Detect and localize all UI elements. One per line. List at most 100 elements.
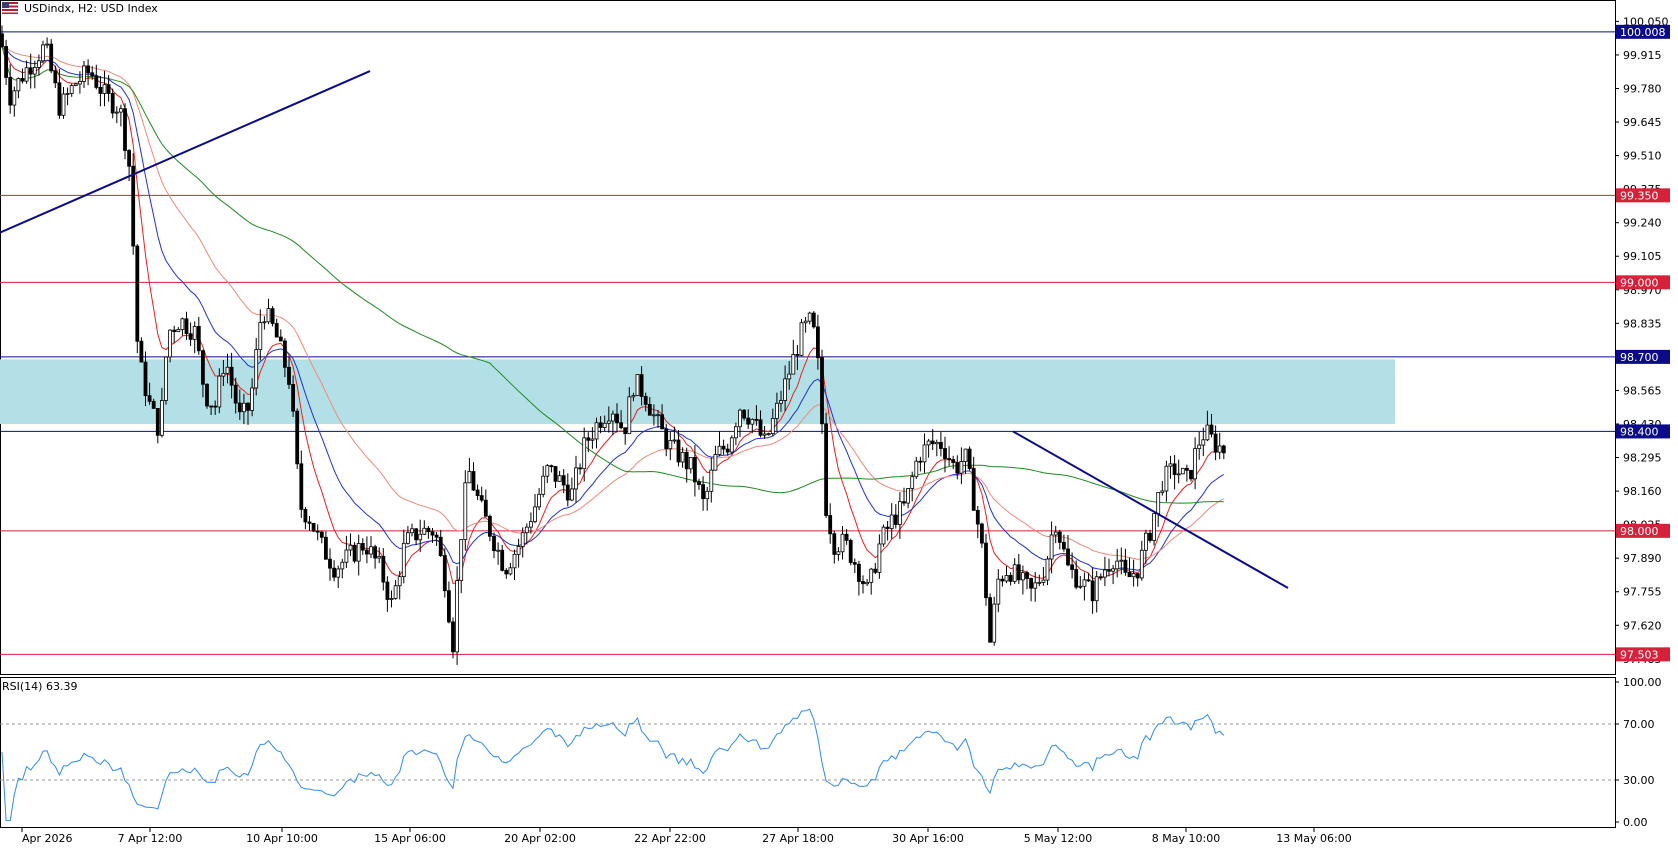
candle xyxy=(94,64,99,90)
candle-body xyxy=(315,530,320,533)
candle-body xyxy=(16,78,21,92)
candle xyxy=(647,397,652,416)
time-tick-label: 27 Apr 18:00 xyxy=(762,832,834,845)
candle-body xyxy=(1217,445,1222,453)
candle-body xyxy=(188,333,193,340)
candle xyxy=(61,86,66,119)
candle-body xyxy=(397,576,402,587)
candle xyxy=(123,103,127,160)
candle xyxy=(697,478,701,490)
candle-body xyxy=(24,67,29,82)
candle-body xyxy=(824,423,828,516)
time-tick-label: 30 Apr 16:00 xyxy=(892,832,964,845)
candle xyxy=(1111,564,1115,585)
price-tick-label: 98.160 xyxy=(1623,485,1662,498)
rsi-tick-label: 100.00 xyxy=(1623,676,1662,689)
candle-body xyxy=(639,374,644,397)
candle-body xyxy=(672,439,677,442)
main-panel xyxy=(0,0,1616,675)
candle-body xyxy=(307,521,312,524)
candle-body xyxy=(258,322,263,351)
candle xyxy=(377,547,382,564)
candle xyxy=(1213,425,1218,461)
candle-body xyxy=(291,383,296,412)
candle xyxy=(12,86,17,117)
candle xyxy=(369,536,373,559)
rsi-line xyxy=(1,708,1225,822)
candle-body xyxy=(1082,579,1087,587)
candle-body xyxy=(893,514,898,525)
candle xyxy=(619,410,623,430)
candle xyxy=(1070,552,1074,579)
candle xyxy=(188,322,193,347)
candle xyxy=(742,409,746,421)
candle-body xyxy=(434,534,439,538)
candle xyxy=(656,410,660,429)
candle xyxy=(287,356,291,389)
candle xyxy=(159,387,164,438)
candle xyxy=(1057,529,1062,550)
candle-body xyxy=(102,84,107,94)
candle xyxy=(135,244,140,354)
candle-body xyxy=(4,46,8,78)
candle xyxy=(869,567,874,595)
candle-body xyxy=(1037,581,1042,584)
candle-body xyxy=(660,414,664,430)
candle xyxy=(1131,559,1136,587)
candle-body xyxy=(1004,575,1009,582)
candle-body xyxy=(721,445,726,450)
candle-body xyxy=(340,561,345,570)
candle-body xyxy=(127,150,131,167)
candle-body xyxy=(795,354,800,356)
candle xyxy=(307,515,312,531)
candle-body xyxy=(246,402,250,411)
price-tag-text: 97.503 xyxy=(1620,648,1659,661)
candle-body xyxy=(1090,580,1095,602)
candle-body xyxy=(487,515,492,537)
candle-body xyxy=(545,465,550,477)
candle xyxy=(738,408,742,438)
candle xyxy=(49,39,54,74)
candle xyxy=(1000,575,1005,587)
candle-body xyxy=(471,471,476,491)
candle xyxy=(779,390,783,412)
candle xyxy=(652,404,656,426)
candle xyxy=(951,455,956,470)
candle-body xyxy=(237,402,242,413)
candle xyxy=(1172,455,1177,490)
candle xyxy=(430,528,435,543)
time-tick-label: 5 May 12:00 xyxy=(1024,832,1092,845)
candle-body xyxy=(0,33,4,47)
candle-body xyxy=(877,543,882,573)
candle-body xyxy=(274,323,279,338)
candle xyxy=(319,530,324,544)
candle xyxy=(78,71,82,94)
candle-body xyxy=(631,395,636,398)
candle-body xyxy=(1086,579,1091,582)
candle-body xyxy=(1205,424,1210,441)
time-tick-label: 7 Apr 12:00 xyxy=(118,832,183,845)
candle xyxy=(471,462,476,491)
candle-body xyxy=(754,418,759,421)
candle-body xyxy=(955,462,960,474)
candle-body xyxy=(1127,571,1132,578)
candle-body xyxy=(143,361,148,397)
candle xyxy=(274,318,279,338)
candle xyxy=(906,488,910,509)
candle-body xyxy=(414,528,419,541)
candle-body xyxy=(418,533,423,541)
candle-body xyxy=(205,383,209,407)
rsi-tick-label: 0.00 xyxy=(1623,816,1648,829)
candle xyxy=(943,436,947,473)
candle-body xyxy=(393,585,398,599)
candle xyxy=(492,532,496,559)
candle xyxy=(709,457,714,503)
candle-body xyxy=(262,321,267,324)
candle xyxy=(939,431,943,457)
candle-body xyxy=(1070,564,1074,570)
candle xyxy=(910,471,915,502)
candle-body xyxy=(725,448,730,453)
candle xyxy=(1119,547,1124,575)
candle-body xyxy=(410,528,414,534)
